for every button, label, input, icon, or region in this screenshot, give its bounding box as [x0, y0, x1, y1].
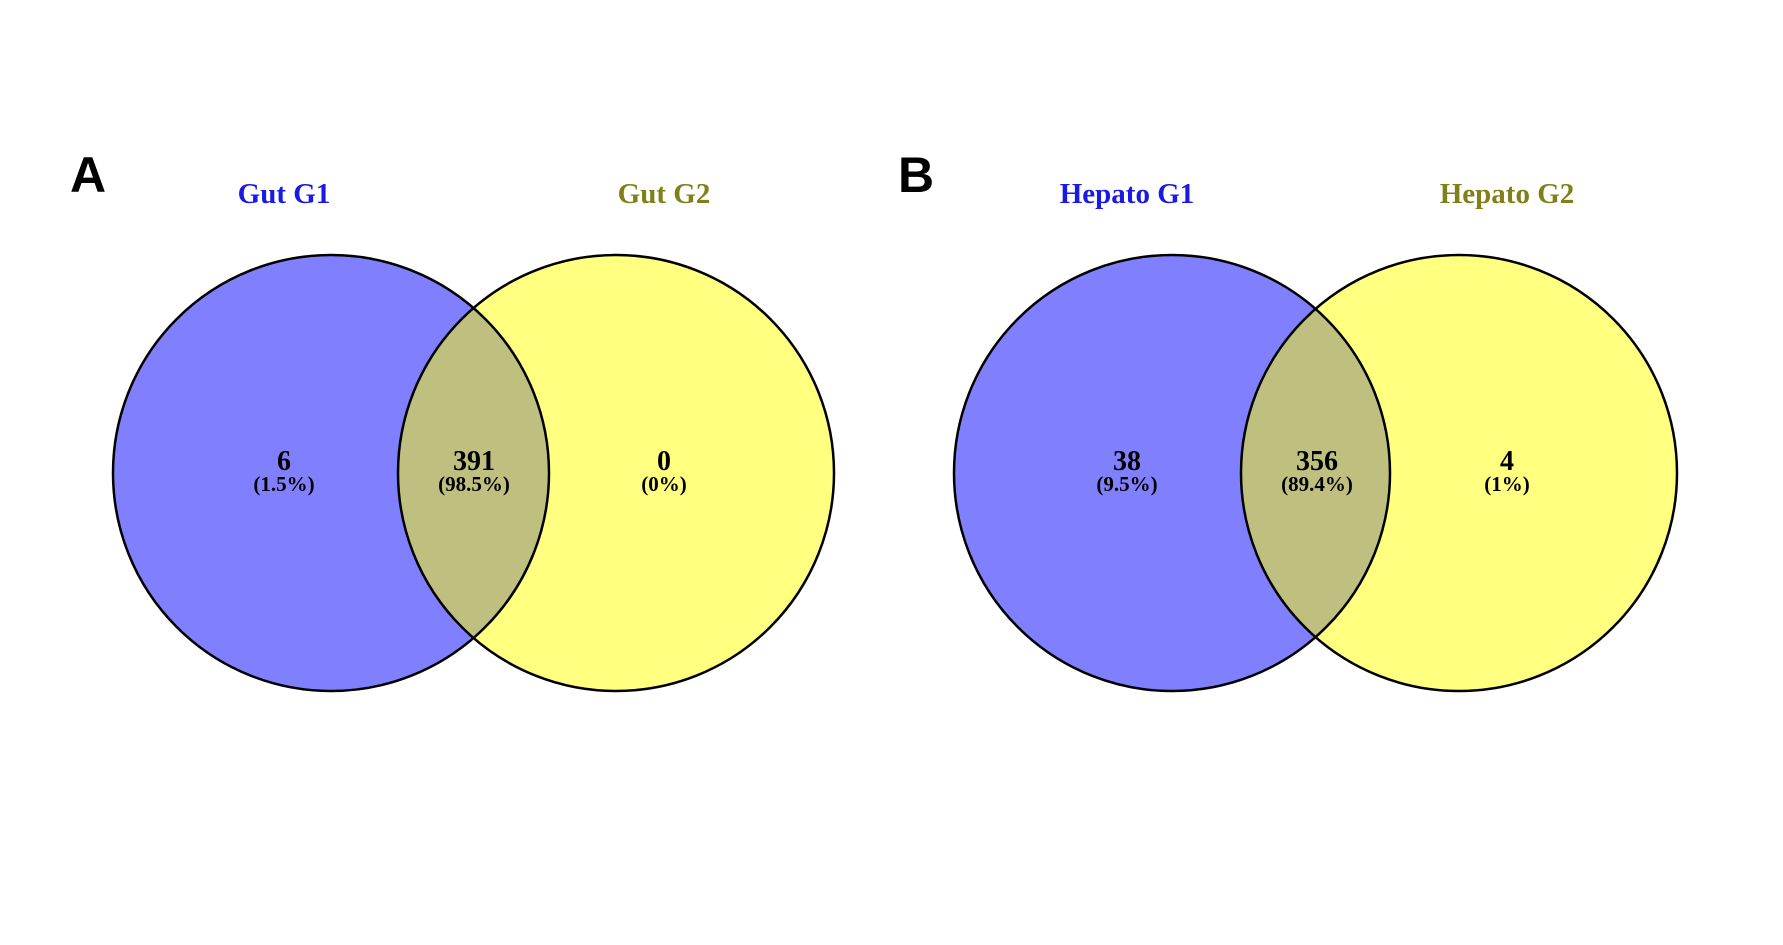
set1-outline-a [111, 253, 551, 693]
only-set2-percent-a: (0%) [641, 472, 687, 496]
set2-outline-b [1239, 253, 1679, 693]
panel-letter-b: B [898, 147, 934, 203]
only-set1-count-a: 6 [277, 446, 291, 477]
venn-panel-b: B Hepato G1 Hepato G2 38 (9.5%) 356 (89.… [898, 147, 1679, 693]
panel-letter-a: A [70, 147, 106, 203]
overlap-percent-b: (89.4%) [1281, 472, 1353, 496]
set2-label-b: Hepato G2 [1440, 178, 1575, 210]
set1-outline-b [952, 253, 1392, 693]
only-set1-percent-b: (9.5%) [1096, 472, 1157, 496]
only-set2-percent-b: (1%) [1484, 472, 1530, 496]
overlap-region-b [1241, 255, 1390, 691]
venn-panel-a: A Gut G1 Gut G2 6 (1.5%) 391 (98.5%) 0 (… [70, 147, 836, 693]
only-set1-count-b: 38 [1113, 446, 1141, 477]
overlap-count-a: 391 [453, 446, 495, 477]
only-set2-count-a: 0 [657, 446, 671, 477]
overlap-count-b: 356 [1296, 446, 1338, 477]
set1-label-b: Hepato G1 [1060, 178, 1195, 210]
overlap-percent-a: (98.5%) [438, 472, 510, 496]
set1-label-a: Gut G1 [238, 178, 331, 210]
only-set2-count-b: 4 [1500, 446, 1514, 477]
only-set1-percent-a: (1.5%) [253, 472, 314, 496]
set2-outline-a [396, 253, 836, 693]
overlap-region-a [398, 255, 549, 691]
set2-label-a: Gut G2 [618, 178, 711, 210]
